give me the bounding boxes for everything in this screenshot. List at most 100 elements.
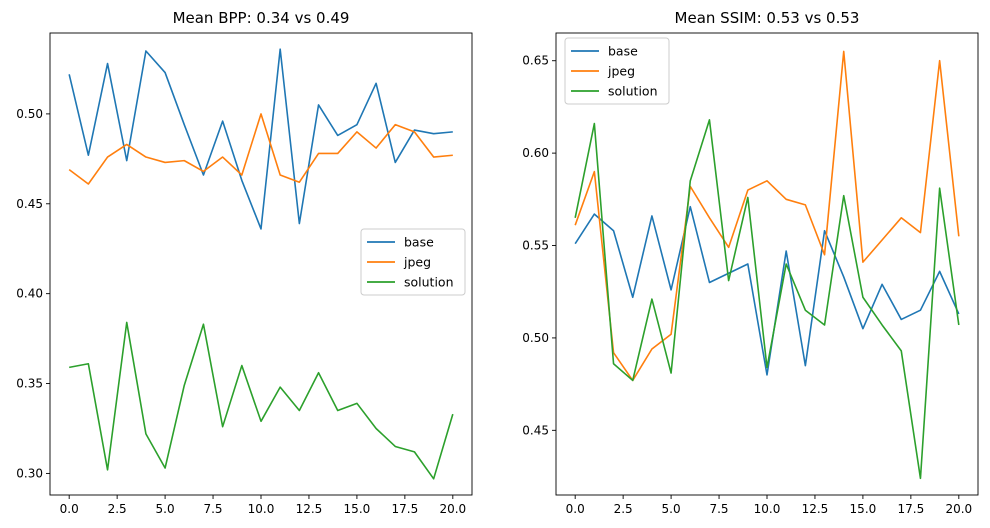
data-point-solution [107,469,109,471]
data-point-solution [632,380,634,382]
data-point-jpeg [920,232,922,234]
data-point-jpeg [299,181,301,183]
data-point-jpeg [375,147,377,149]
legend: base jpeg solution [564,37,670,105]
data-point-solution [689,180,691,182]
data-point-jpeg [241,174,243,176]
data-point-base [299,223,301,225]
ssim-chart: Mean SSIM: 0.53 vs 0.53 0.0 2.5 5.0 7.5 10.0 1… [522,9,979,516]
x-tick-label: 5.0 [662,502,681,516]
data-point-jpeg [433,156,435,158]
data-point-jpeg [164,162,166,164]
data-point-base [843,276,845,278]
data-point-jpeg [452,154,454,156]
data-point-base [107,63,109,65]
data-point-solution [164,467,166,469]
data-point-solution [594,123,596,125]
data-point-solution [356,403,358,405]
data-point-base [375,83,377,85]
data-point-jpeg [824,254,826,256]
data-point-jpeg [337,153,339,155]
data-point-base [862,328,864,330]
x-tick-label: 12.5 [802,502,829,516]
data-point-base [670,289,672,291]
legend-box [564,37,670,105]
y-tick-label: 0.50 [16,107,43,121]
data-point-solution [145,433,147,435]
legend-label-jpeg: jpeg [403,255,431,270]
bpp-chart: Mean BPP: 0.34 vs 0.49 0.0 2.5 5.0 7.5 10.0 12… [16,9,473,516]
y-tick-label: 0.35 [16,377,43,391]
data-point-base [785,250,787,252]
data-point-base [260,228,262,230]
data-point-solution [862,296,864,298]
data-point-solution [126,322,128,324]
x-tick-label: 5.0 [156,502,175,516]
data-point-base [279,48,281,50]
data-point-jpeg [594,171,596,173]
data-point-solution [613,363,615,365]
series-line-base [574,205,960,376]
data-point-solution [824,324,826,326]
data-point-base [356,124,358,126]
x-tick-label: 7.5 [203,502,222,516]
data-point-base [613,230,615,232]
data-point-solution [939,187,941,189]
data-point-jpeg [203,171,205,173]
data-point-solution [433,478,435,480]
legend-label-base: base [608,44,638,59]
y-tick-label: 0.45 [522,423,549,437]
data-point-base [318,104,320,106]
data-point-jpeg [88,183,90,185]
legend-label-solution: solution [608,84,658,99]
data-point-jpeg [126,144,128,146]
data-point-solution [785,263,787,265]
chart-title: Mean SSIM: 0.53 vs 0.53 [675,9,860,27]
data-point-solution [766,367,768,369]
data-point-solution [709,119,711,121]
data-point-base [632,296,634,298]
y-tick-label: 0.40 [16,287,43,301]
data-point-base [88,154,90,156]
data-point-base [68,74,70,76]
data-point-solution [920,478,922,480]
data-point-solution [452,413,454,415]
data-point-jpeg [670,333,672,335]
data-point-solution [68,367,70,369]
x-tick-label: 20.0 [439,502,466,516]
data-point-jpeg [900,217,902,219]
data-point-base [747,263,749,265]
data-point-solution [88,363,90,365]
data-point-jpeg [843,51,845,53]
legend-label-jpeg: jpeg [607,64,635,79]
y-tick-label: 0.60 [522,146,549,160]
data-point-jpeg [881,239,883,241]
data-point-base [824,230,826,232]
data-point-jpeg [651,348,653,350]
y-tick-label: 0.45 [16,197,43,211]
data-point-jpeg [68,169,70,171]
data-point-base [766,374,768,376]
data-point-solution [747,197,749,199]
data-point-solution [394,446,396,448]
data-point-base [337,135,339,137]
data-point-base [900,319,902,321]
data-point-solution [843,195,845,197]
x-tick-label: 10.0 [248,502,275,516]
x-tick-label: 0.0 [566,502,585,516]
y-tick-label: 0.65 [522,54,549,68]
data-point-jpeg [862,261,864,263]
data-point-jpeg [414,131,416,133]
data-point-jpeg [356,131,358,133]
data-point-solution [337,410,339,412]
data-point-base [594,213,596,215]
y-tick-label: 0.30 [16,466,43,480]
data-point-jpeg [183,160,185,162]
data-point-base [958,313,960,315]
data-point-solution [728,280,730,282]
data-point-jpeg [747,189,749,191]
data-point-base [394,162,396,164]
data-point-solution [805,309,807,311]
data-point-base [709,282,711,284]
data-point-base [651,215,653,217]
